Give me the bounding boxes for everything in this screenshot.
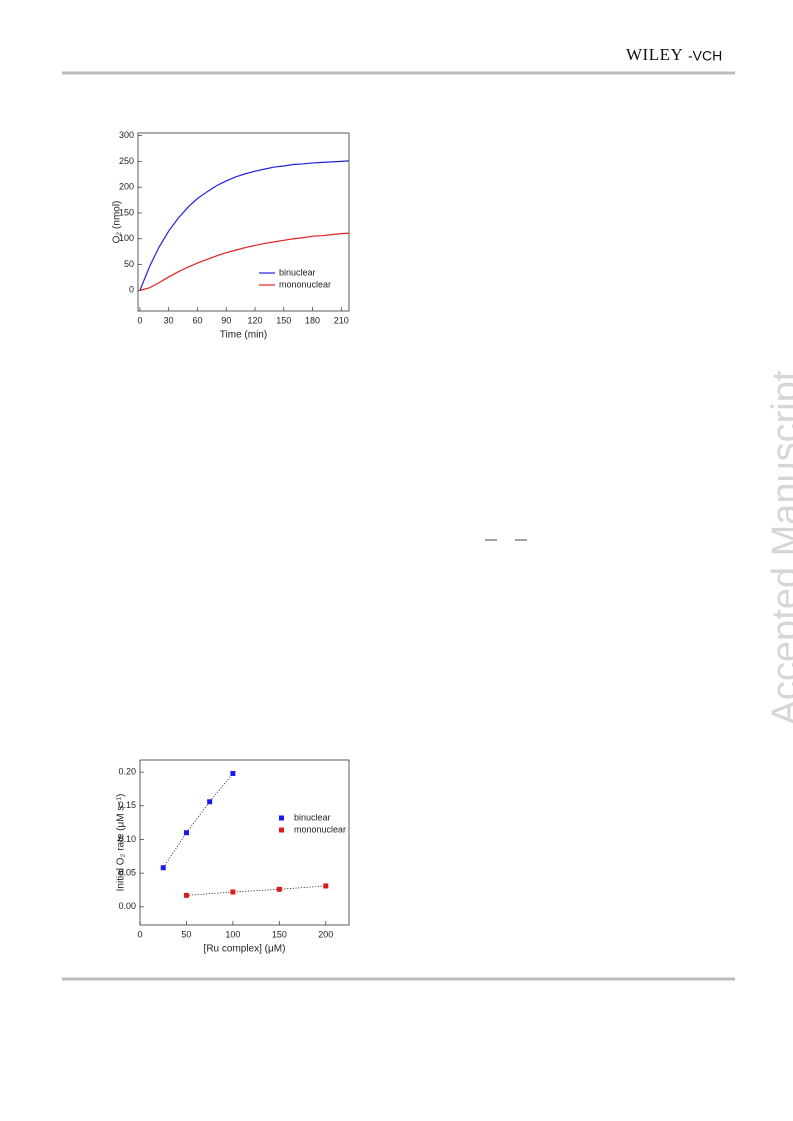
y-tick-label: 250 [119, 156, 134, 166]
y-tick-label: 100 [119, 233, 134, 243]
y-tick-label: 50 [124, 259, 134, 269]
y-tick-label: 200 [119, 182, 134, 192]
x-tick-label: 0 [137, 315, 142, 325]
x-tick-label: 150 [276, 315, 291, 325]
x-tick-label: 100 [225, 929, 240, 939]
x-axis-label: [Ru complex] (μM) [204, 944, 286, 955]
x-tick-label: 120 [247, 315, 262, 325]
legend-label: binuclear [294, 812, 331, 822]
fit-line [162, 773, 234, 868]
legend-label: mononuclear [279, 279, 331, 289]
x-tick-label: 60 [192, 315, 202, 325]
legend-swatch [279, 827, 284, 833]
y-tick-label: 0 [129, 285, 134, 295]
x-axis-label: Time (min) [220, 330, 267, 341]
plot-frame [139, 759, 350, 926]
x-tick-label: 150 [272, 929, 287, 939]
point [183, 830, 189, 836]
point [230, 770, 236, 776]
legend-label: binuclear [279, 267, 316, 277]
point [183, 892, 189, 898]
x-tick-label: 30 [164, 315, 174, 325]
y-axis-label: Initial O₂ rate (μM s⁻¹) [116, 794, 127, 892]
y-tick-label: 0.20 [118, 766, 136, 776]
series-line [139, 160, 350, 291]
point [323, 883, 329, 889]
logo-suffix: -VCH [688, 48, 722, 64]
point [230, 889, 236, 895]
point [160, 865, 166, 871]
x-tick-label: 50 [181, 929, 191, 939]
logo-main: WILEY [626, 45, 683, 64]
y-tick-label: 300 [119, 130, 134, 140]
x-tick-label: 200 [318, 929, 333, 939]
y-tick-label: 0.05 [118, 868, 136, 878]
y-tick-label: 150 [119, 207, 134, 217]
plot-frame [137, 132, 350, 312]
series-line [139, 232, 350, 291]
point [276, 886, 282, 892]
y-tick-label: 0.10 [118, 834, 136, 844]
point [207, 799, 213, 805]
watermark: Accepted Manuscript [765, 370, 793, 725]
y-tick-label: 0.00 [118, 901, 136, 911]
x-tick-label: 180 [305, 315, 320, 325]
x-tick-label: 0 [137, 929, 142, 939]
fit-line [186, 885, 326, 896]
y-axis-label: O₂ (nmol) [112, 201, 123, 244]
y-tick-label: 0.15 [118, 800, 136, 810]
legend-label: mononuclear [294, 824, 346, 834]
legend-swatch [279, 815, 284, 821]
x-tick-label: 90 [221, 315, 231, 325]
x-tick-label: 210 [334, 315, 349, 325]
